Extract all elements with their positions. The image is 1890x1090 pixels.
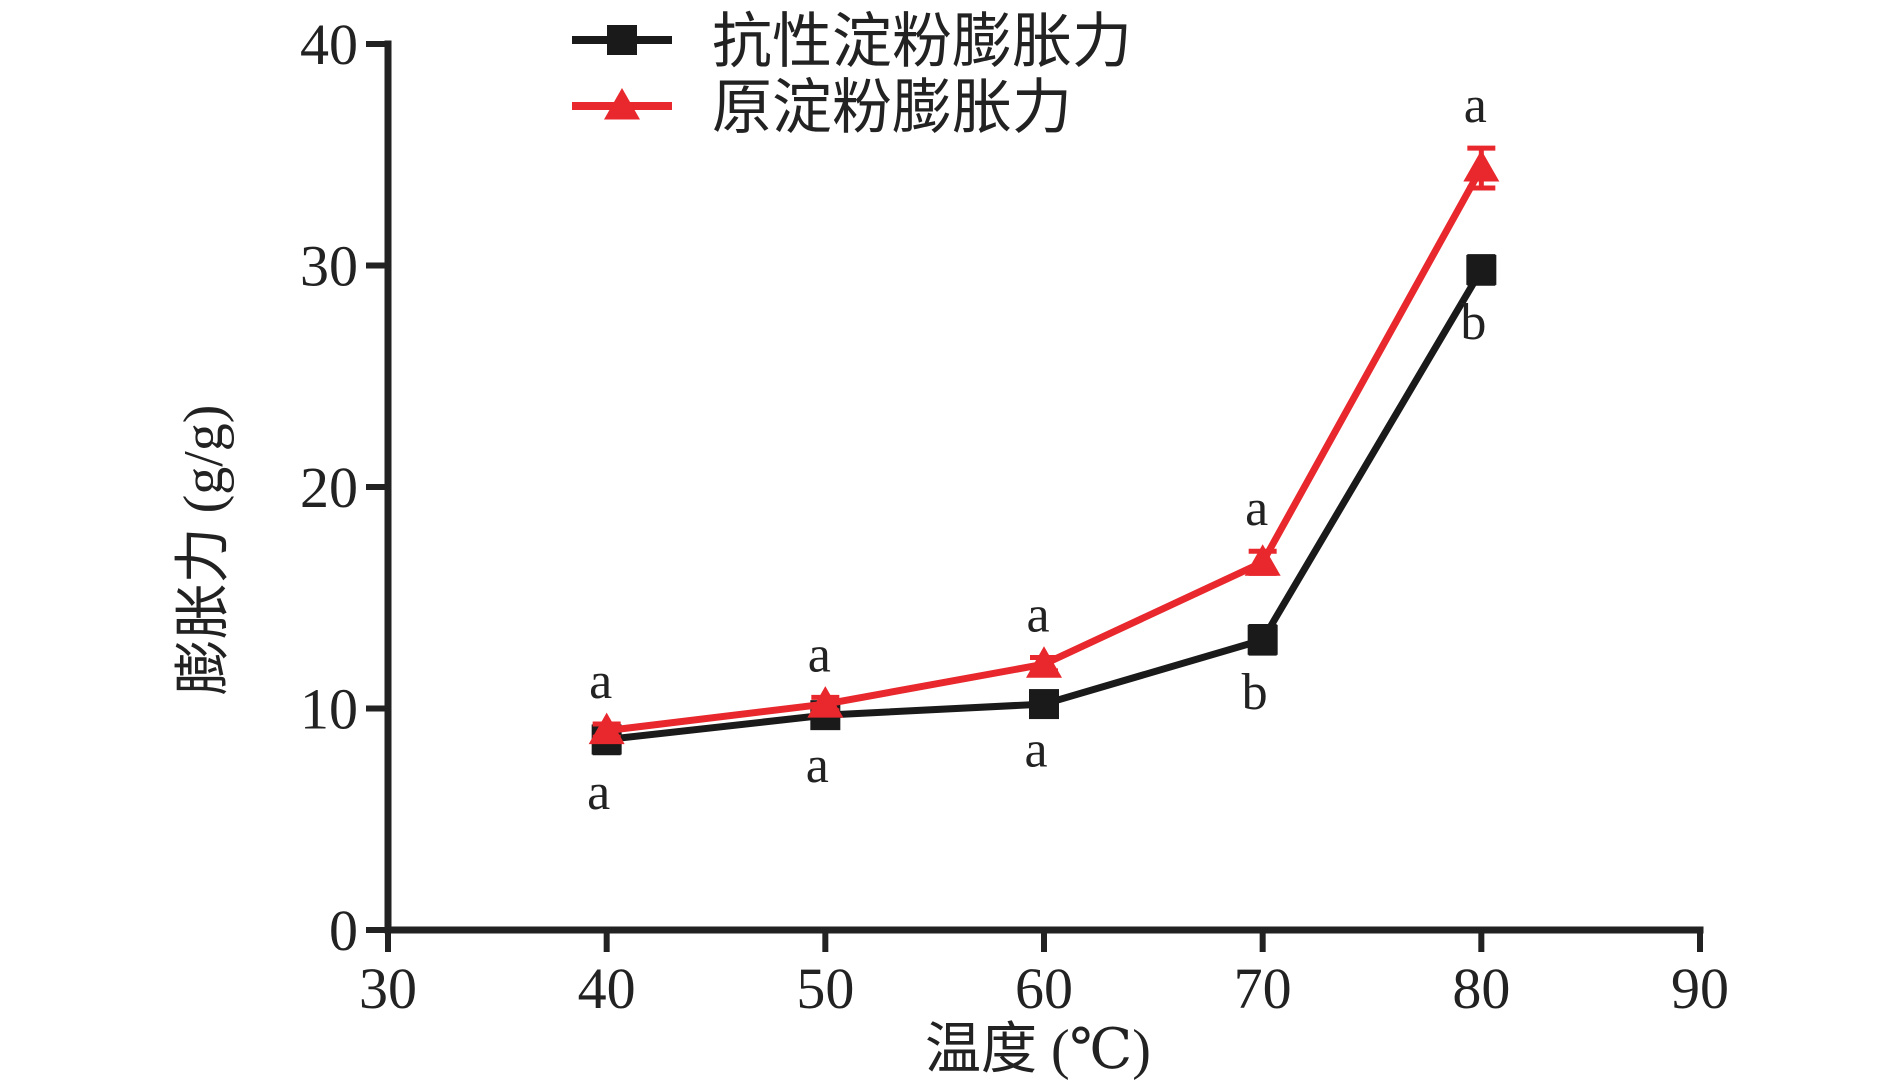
x-tick-label: 60 xyxy=(1015,956,1073,1021)
legend-marker xyxy=(604,88,640,120)
x-tick-label: 70 xyxy=(1234,956,1292,1021)
significance-label: b xyxy=(1460,294,1486,351)
axes: 30 40 50 60 70 80 90 0 10 20 30 40 xyxy=(300,12,1729,1021)
data-point xyxy=(1026,646,1062,678)
significance-label: a xyxy=(808,626,831,683)
y-tick-label: 0 xyxy=(329,898,358,963)
y-tick-label: 30 xyxy=(300,234,358,299)
legend-marker xyxy=(607,25,637,55)
series-resistant-starch: a a abb xyxy=(587,254,1497,821)
significance-label: a xyxy=(806,737,829,794)
data-point xyxy=(1247,624,1278,655)
x-tick-label: 40 xyxy=(578,956,636,1021)
y-tick-label: 10 xyxy=(300,677,358,742)
data-point xyxy=(1463,150,1500,182)
y-tick-label: 40 xyxy=(300,12,358,77)
data-point xyxy=(1029,689,1059,720)
x-tick-label: 80 xyxy=(1452,956,1510,1021)
y-tick-label: 20 xyxy=(300,455,358,520)
data-point xyxy=(588,712,625,745)
significance-label: a xyxy=(1026,587,1049,644)
data-point xyxy=(1466,254,1497,285)
x-tick-label: 50 xyxy=(796,956,854,1021)
x-axis-title: 温度 (℃) xyxy=(925,1019,1151,1081)
data-point xyxy=(1244,544,1281,576)
legend-label: 原淀粉膨胀力 xyxy=(712,75,1072,141)
series-native-starch: a a a a a xyxy=(588,77,1500,745)
significance-label: b xyxy=(1242,664,1268,721)
y-axis-title: 膨胀力 (g/g) xyxy=(173,405,235,696)
significance-label: a xyxy=(1245,480,1268,537)
data-point xyxy=(807,686,844,718)
x-tick-label: 90 xyxy=(1671,956,1729,1021)
significance-label: a xyxy=(1024,722,1047,779)
significance-label: a xyxy=(587,764,610,821)
significance-label: a xyxy=(589,653,612,710)
x-tick-label: 30 xyxy=(359,956,417,1021)
legend-label: 抗性淀粉膨胀力 xyxy=(712,9,1132,75)
significance-label: a xyxy=(1464,77,1487,134)
